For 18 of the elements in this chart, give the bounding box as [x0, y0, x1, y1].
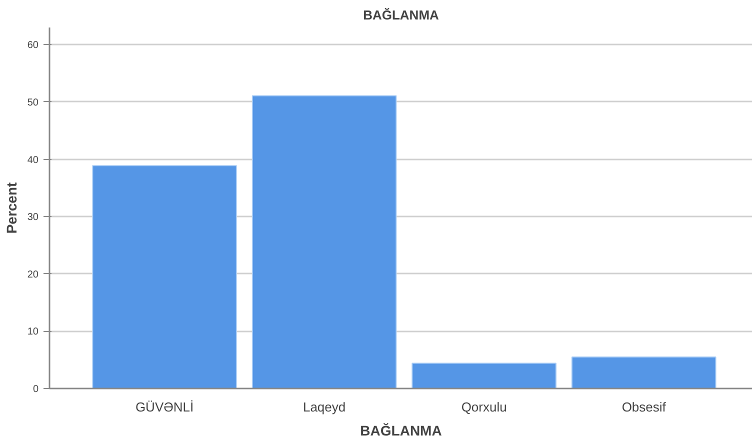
bar: [252, 95, 397, 388]
y-tick-label: 0: [32, 384, 39, 395]
x-tick-label: Qorxulu: [461, 400, 507, 414]
bar: [412, 362, 556, 388]
y-tick-label: 20: [27, 269, 39, 280]
x-tick-label: GÜVƏNLİ: [135, 400, 194, 414]
y-tick-label: 10: [27, 326, 39, 338]
bar: [92, 165, 237, 388]
y-axis-title: Percent: [3, 182, 20, 234]
y-tick-label: 60: [27, 40, 39, 52]
x-tick-label: Laqeyd: [302, 400, 346, 414]
bar: [571, 356, 716, 388]
y-tick-label: 30: [27, 212, 39, 224]
y-tick-label: 40: [27, 154, 39, 166]
x-tick-label: Obsesif: [622, 400, 666, 414]
chart-title: BAĞLANMA: [363, 8, 440, 22]
y-tick-label: 50: [27, 97, 39, 108]
x-axis-title: BAĞLANMA: [360, 422, 442, 438]
